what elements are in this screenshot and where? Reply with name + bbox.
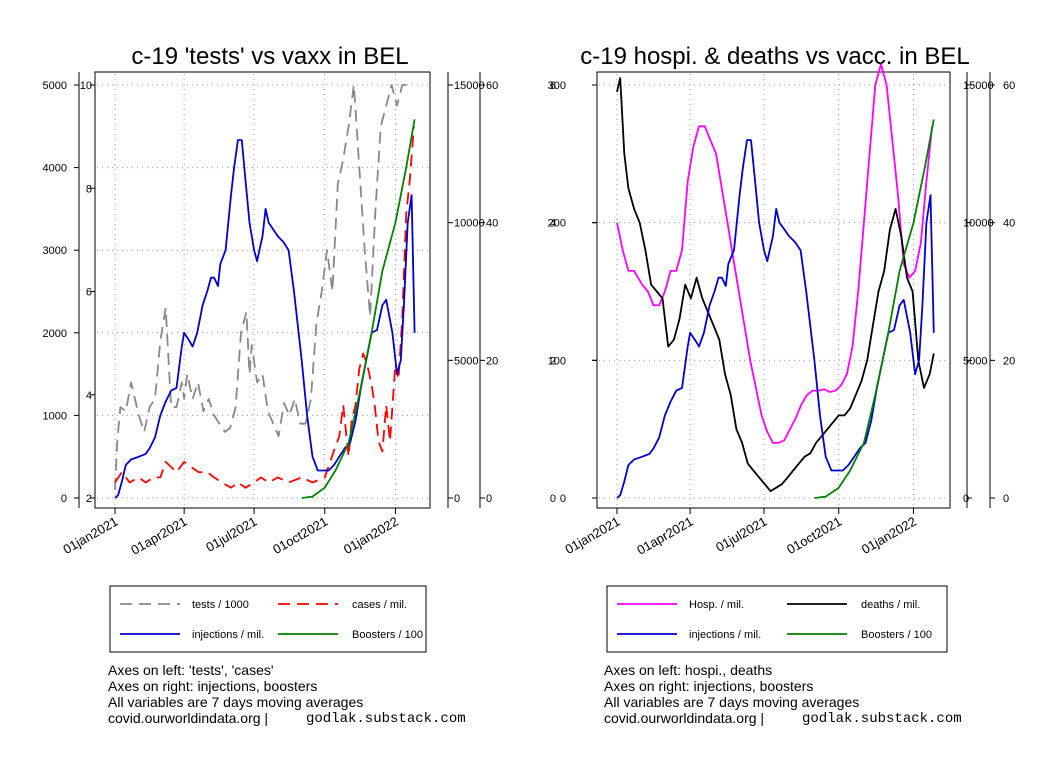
y-tick-label: 4 [550,218,556,230]
y-tick-label: 5000 [963,355,987,367]
chart-title-2: c-19 hospi. & deaths vs vacc. in BEL [580,43,970,70]
y-tick-label: 0 [560,493,566,505]
chart-title-1: c-19 'tests' vs vaxx in BEL [131,43,408,70]
note-site: godlak.substack.com [306,711,466,727]
series-line-deaths-mil- [616,77,935,492]
legend-label: deaths / mil. [861,599,920,611]
y-tick-label: 20 [486,355,498,367]
y-tick-label: 0 [1003,493,1009,505]
note-line: Axes on right: injections, boosters [604,678,813,694]
series-line-tests-1000 [114,84,414,490]
y-tick-label: 0 [550,493,556,505]
y-tick-label: 4 [86,390,92,402]
legend-label: Hosp. / mil. [689,599,744,611]
legend-label: tests / 1000 [192,599,249,611]
x-tick-label: 01jan2022 [341,514,401,557]
y-tick-label: 100 [548,355,566,367]
y-tick-label: 10000 [963,218,994,230]
series-line-boosters-100 [814,119,935,499]
y-tick-label: 0 [61,493,67,505]
series-line-hosp-mil- [616,63,933,444]
y-tick-label: 0 [454,493,460,505]
x-tick-label: 01jul2021 [203,514,259,555]
y-tick-label: 2 [550,355,556,367]
y-tick-label: 300 [548,80,566,92]
y-tick-label: 6 [550,80,556,92]
note-source: covid.ourworldindata.org | [604,710,764,726]
y-tick-label: 6 [86,287,92,299]
x-tick-label: 01jan2022 [859,514,919,557]
y-tick-label: 0 [486,493,492,505]
note-line: Axes on right: injections, boosters [108,678,317,694]
y-tick-label: 5000 [43,80,67,92]
series-line-boosters-100 [301,119,416,499]
legend-label: injections / mil. [689,629,761,641]
y-tick-label: 200 [548,218,566,230]
note-site: godlak.substack.com [802,711,962,727]
y-tick-label: 15000 [963,80,994,92]
x-tick-label: 01apr2021 [634,514,695,558]
x-tick-label: 01apr2021 [128,514,189,558]
legend-box [109,585,427,653]
note-source: covid.ourworldindata.org | [108,710,268,726]
y-tick-label: 4000 [43,163,67,175]
y-tick-label: 2000 [43,328,67,340]
legend-label: injections / mil. [192,629,264,641]
legend-label: Boosters / 100 [861,629,932,641]
note-line: Axes on left: 'tests', 'cases' [108,662,274,678]
legend-box [606,585,948,653]
note-line: All variables are 7 days moving averages [108,694,363,710]
y-tick-label: 15000 [454,80,485,92]
y-tick-label: 10000 [454,218,485,230]
series-line-cases-mil- [114,126,415,489]
y-tick-label: 2 [86,493,92,505]
x-tick-label: 01jan2021 [562,514,622,557]
y-tick-label: 40 [1003,218,1015,230]
y-tick-label: 60 [1003,80,1015,92]
y-tick-label: 0 [963,493,969,505]
note-line: Axes on left: hospi., deaths [604,662,772,678]
series-line-injections-mil- [114,139,416,499]
note-line: All variables are 7 days moving averages [604,694,859,710]
y-tick-label: 1000 [43,410,67,422]
x-tick-label: 01jan2021 [60,514,120,557]
x-tick-label: 01oct2021 [784,514,844,557]
legend-label: Boosters / 100 [352,629,423,641]
legend-label: cases / mil. [352,599,407,611]
y-tick-label: 40 [486,218,498,230]
y-tick-label: 60 [486,80,498,92]
y-tick-label: 10 [80,80,92,92]
x-tick-label: 01jul2021 [713,514,769,555]
y-tick-label: 5000 [454,355,478,367]
y-tick-label: 20 [1003,355,1015,367]
y-tick-label: 3000 [43,245,67,257]
y-tick-label: 8 [86,183,92,195]
x-tick-label: 01oct2021 [270,514,330,557]
